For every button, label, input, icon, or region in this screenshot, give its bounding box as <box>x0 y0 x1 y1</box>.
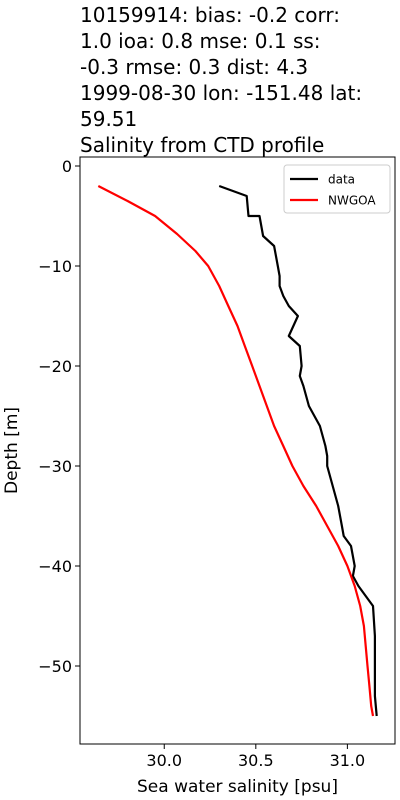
plot-lines <box>97 184 378 717</box>
title-line: -0.3 rmse: 0.3 dist: 4.3 <box>80 55 308 79</box>
title-line: 1.0 ioa: 0.8 mse: 0.1 ss: <box>80 29 321 53</box>
x-tick-label: 30.0 <box>146 751 182 770</box>
legend: data NWGOA <box>283 164 391 214</box>
y-tick-label: −40 <box>38 557 72 576</box>
x-tick-label: 30.5 <box>238 751 274 770</box>
x-axis-label: Sea water salinity [psu] <box>137 777 338 797</box>
axes-frame <box>79 156 396 745</box>
title-line: Salinity from CTD profile <box>80 133 324 157</box>
title-line: 1999-08-30 lon: -151.48 lat: <box>80 81 362 105</box>
y-tick-label: −50 <box>38 657 72 676</box>
y-tick-label: 0 <box>62 157 72 176</box>
y-ticks: 0 −10 −20 −30 −40 −50 <box>38 157 80 676</box>
y-tick-label: −10 <box>38 257 72 276</box>
title-line: 59.51 <box>80 107 137 131</box>
legend-label: data <box>328 173 355 187</box>
chart-title: 10159914: bias: -0.2 corr:1.0 ioa: 0.8 m… <box>80 3 362 157</box>
title-line: 10159914: bias: -0.2 corr: <box>80 3 340 27</box>
y-tick-label: −20 <box>38 357 72 376</box>
series-line-nwgoa <box>97 185 375 717</box>
legend-label: NWGOA <box>328 194 376 208</box>
y-tick-label: −30 <box>38 457 72 476</box>
x-tick-label: 31.0 <box>330 751 366 770</box>
series-line-data <box>218 184 378 717</box>
y-axis-label: Depth [m] <box>2 407 22 494</box>
x-ticks: 30.0 30.5 31.0 <box>146 744 365 770</box>
